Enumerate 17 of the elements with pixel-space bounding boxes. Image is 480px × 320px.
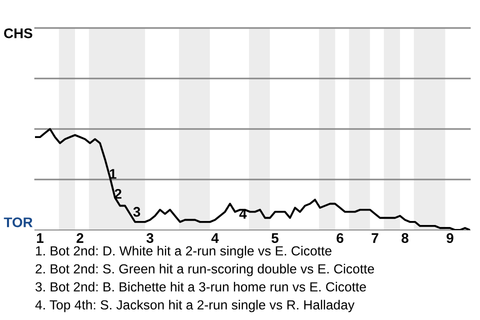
x-tick-label: 8 [402,233,408,243]
x-tick-label: 5 [272,233,278,243]
text: 3. Bot 2nd: B. Bichette hit a 3-run home run vs E. Cicotte [36,282,366,292]
annotation: 3 [133,206,140,217]
x-tick-label: 7 [372,233,378,243]
x-tick-label: 4 [211,233,219,243]
annotation: 1 [110,169,116,179]
x-tick-label: 9 [446,233,454,243]
x-tick-label: 2 [76,233,84,243]
text: 2. Bot 2nd: S. Green hit a run-scoring double vs E. Cicotte [36,264,374,276]
text: TOR [4,217,33,228]
x-tick-label: 3 [146,233,154,243]
text: 1. Bot 2nd: D. White hit a 2-run single vs E. Cicotte [36,246,332,258]
x-tick-label: 1 [37,233,44,243]
x-tick-label: 6 [336,233,344,243]
text: CHS [4,28,32,38]
text: 4. Top 4th: S. Jackson hit a 2-run single vs R. Halladay [35,300,354,312]
